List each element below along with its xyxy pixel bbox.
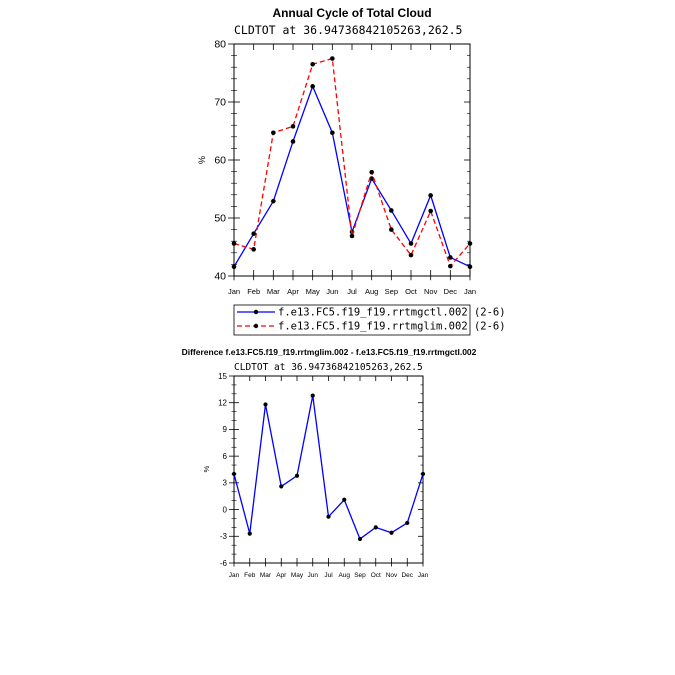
chart1-series-2-point bbox=[369, 169, 374, 175]
chart2-xtick-label: Jan bbox=[418, 572, 429, 579]
legend-label-series-2: f.e13.FC5.f19_f19.rrtmglim.002 (2-6) bbox=[278, 321, 506, 333]
chart1-xtick-label: Jul bbox=[347, 287, 357, 296]
chart1-ytick-label: 40 bbox=[214, 271, 226, 283]
chart2-xtick-label: Oct bbox=[371, 572, 381, 579]
chart1-series-2-point bbox=[330, 56, 335, 61]
chart1-ytick-label: 70 bbox=[214, 97, 226, 109]
chart2-ytick-label: 3 bbox=[223, 479, 228, 488]
chart1-xtick-label: Nov bbox=[424, 287, 438, 296]
chart2-series-1-point bbox=[231, 471, 237, 477]
chart2-ytick-label: 6 bbox=[223, 452, 228, 461]
chart1-series-1-point bbox=[408, 241, 414, 246]
chart1-series-2-point bbox=[408, 252, 414, 258]
chart1-series-1-point bbox=[448, 255, 453, 260]
chart2-xtick-label: Jul bbox=[324, 572, 333, 579]
chart1-series-2-point bbox=[448, 263, 453, 269]
chart1-series-1-point bbox=[310, 84, 315, 89]
chart1-series-2-point bbox=[251, 247, 256, 252]
chart1-series-2-point bbox=[467, 241, 473, 246]
chart2-plot: -6 -3 0 3 6 9 12 15 Jan Feb Mar Apr May Jun Jul Aug Sep O… bbox=[218, 372, 429, 579]
chart2-series-1-point bbox=[279, 484, 284, 489]
chart2-xtick-label: Aug bbox=[338, 572, 350, 579]
chart2-frame bbox=[233, 375, 424, 564]
chart1-ytick-label: 80 bbox=[214, 39, 226, 51]
chart1-series-2-point bbox=[428, 208, 433, 214]
chart1-xtick-label: Jun bbox=[326, 287, 338, 296]
chart2-series-1-point bbox=[357, 536, 363, 542]
chart2-subtitle: CLDTOT at 36.94736842105263,262.5 bbox=[234, 362, 423, 373]
chart2-xtick-label: Nov bbox=[386, 572, 398, 579]
chart2-series-1-point bbox=[420, 471, 426, 477]
chart2-series-1-point bbox=[247, 531, 252, 536]
chart2-series-1-point bbox=[405, 520, 410, 526]
chart1-series-1-point bbox=[467, 264, 473, 270]
chart2-ytick-label: 12 bbox=[218, 399, 227, 408]
chart1-series-1-point bbox=[231, 264, 237, 270]
chart1-series-2-point bbox=[271, 130, 276, 136]
chart2-xtick-label: Sep bbox=[354, 572, 366, 579]
chart2-ytick-label: 0 bbox=[223, 505, 228, 514]
chart1-series-1-point bbox=[290, 139, 296, 144]
chart2-series-1-point bbox=[373, 525, 378, 530]
chart2-series-1-point bbox=[263, 402, 268, 407]
legend-box bbox=[233, 304, 471, 336]
chart1-series-2-point bbox=[290, 124, 296, 129]
chart1-series-1-point bbox=[251, 231, 256, 236]
chart1-ytick-label: 60 bbox=[214, 155, 226, 167]
chart1-series-2-point bbox=[231, 241, 237, 246]
chart1-series-1-point bbox=[369, 176, 374, 181]
chart2-ytick-label: -6 bbox=[220, 559, 228, 568]
chart2-xtick-label: May bbox=[291, 572, 304, 579]
chart1-xtick-label: Oct bbox=[405, 287, 418, 296]
chart1-series-1-point bbox=[389, 208, 394, 213]
chart1-series-1-point bbox=[271, 198, 276, 204]
chart1-subtitle: CLDTOT at 36.94736842105263,262.5 bbox=[234, 23, 462, 37]
chart1-xtick-label: Jan bbox=[464, 287, 476, 296]
chart2-xtick-label: Jan bbox=[229, 572, 240, 579]
chart1-title: Annual Cycle of Total Cloud bbox=[272, 6, 431, 20]
chart1-xtick-label: Feb bbox=[247, 287, 260, 296]
chart1-series-2-point bbox=[389, 227, 394, 232]
chart1-xtick-label: Apr bbox=[287, 287, 299, 296]
chart2-xtick-label: Feb bbox=[244, 572, 256, 579]
chart2-series-1-point bbox=[294, 473, 300, 478]
chart1-xtick-label: Jan bbox=[228, 287, 240, 296]
chart2-xtick-label: Mar bbox=[260, 572, 272, 579]
chart1-ylabel: % bbox=[197, 156, 207, 164]
chart2-series-1-point bbox=[389, 530, 394, 535]
chart2-series-1-point bbox=[310, 393, 315, 398]
chart1-series-2-point bbox=[349, 233, 355, 239]
chart2-xtick-label: Dec bbox=[401, 572, 413, 579]
chart1-series-1-line bbox=[233, 85, 471, 268]
legend-marker-series-1 bbox=[253, 309, 259, 315]
chart2-ytick-label: 9 bbox=[223, 425, 228, 434]
chart1-xtick-label: Dec bbox=[444, 287, 458, 296]
chart1-legend: f.e13.FC5.f19_f19.rrtmgctl.002 (2-6) f.e… bbox=[233, 304, 506, 336]
legend-marker-series-2 bbox=[253, 323, 259, 329]
chart1-xtick-label: Mar bbox=[267, 287, 280, 296]
chart1-series-1-point bbox=[330, 130, 335, 136]
chart2-xtick-label: Apr bbox=[276, 572, 287, 579]
chart1-series-2-point bbox=[310, 62, 315, 67]
chart1-frame bbox=[233, 43, 471, 277]
chart1-ytick-label: 50 bbox=[214, 213, 226, 225]
chart2-xtick-label: Jun bbox=[308, 572, 319, 579]
chart2-ylabel: % bbox=[202, 465, 211, 472]
chart1-xtick-label: Sep bbox=[385, 287, 398, 296]
chart1-xtick-label: Aug bbox=[365, 287, 378, 296]
chart2-ytick-label: -3 bbox=[220, 532, 228, 541]
chart2-series-1-point bbox=[326, 514, 331, 519]
chart2-series-1-point bbox=[342, 497, 347, 502]
chart2-title: Difference f.e13.FC5.f19_f19.rrtmglim.00… bbox=[182, 347, 477, 357]
chart1-xtick-label: May bbox=[306, 287, 320, 296]
legend-label-series-1: f.e13.FC5.f19_f19.rrtmgctl.002 (2-6) bbox=[278, 307, 506, 319]
chart1-plot: 40 50 60 70 80 Jan Feb Mar Apr May Jun Jul Aug Sep Oct… bbox=[214, 39, 476, 296]
chart2-ytick-label: 15 bbox=[218, 372, 227, 381]
chart1-series-1-point bbox=[428, 193, 433, 198]
